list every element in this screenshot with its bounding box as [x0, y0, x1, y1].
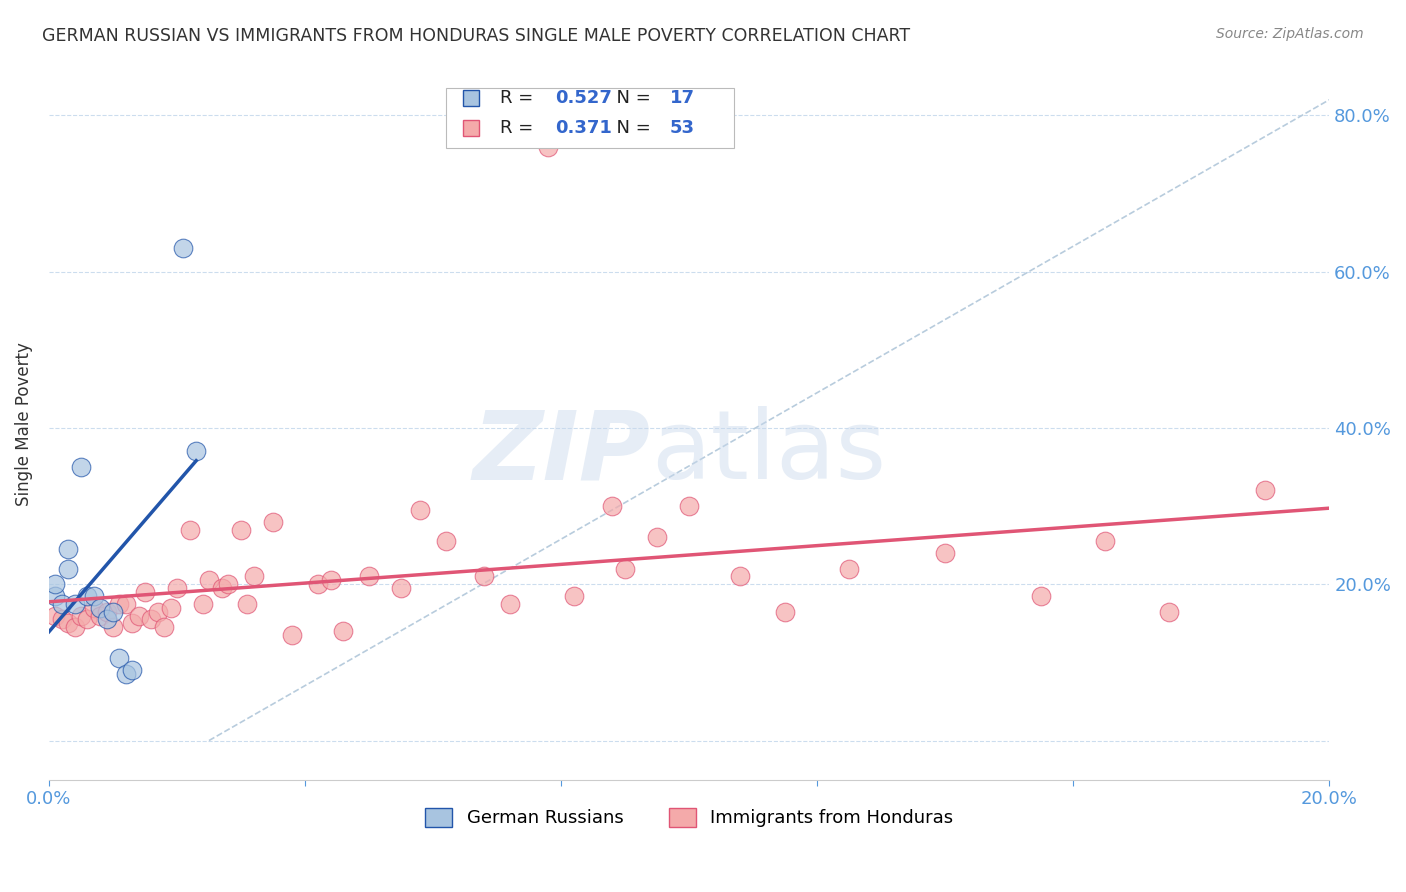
- Point: [934, 546, 956, 560]
- Point: [101, 620, 124, 634]
- Point: [108, 651, 131, 665]
- FancyBboxPatch shape: [446, 87, 734, 148]
- Point: [357, 569, 380, 583]
- Text: N =: N =: [605, 89, 657, 107]
- Point: [217, 577, 239, 591]
- Point: [236, 597, 259, 611]
- Point: [191, 597, 214, 611]
- Text: N =: N =: [605, 120, 657, 137]
- Point: [128, 608, 150, 623]
- Point: [89, 600, 111, 615]
- Point: [499, 597, 522, 611]
- Point: [614, 561, 637, 575]
- Point: [121, 616, 143, 631]
- Point: [44, 608, 66, 623]
- Point: [159, 600, 181, 615]
- Point: [434, 534, 457, 549]
- Point: [281, 628, 304, 642]
- Point: [153, 620, 176, 634]
- Text: atlas: atlas: [651, 406, 886, 499]
- Point: [108, 597, 131, 611]
- Point: [44, 589, 66, 603]
- Text: R =: R =: [499, 120, 538, 137]
- Point: [114, 597, 136, 611]
- Point: [472, 569, 495, 583]
- Point: [307, 577, 329, 591]
- Point: [1031, 589, 1053, 603]
- Point: [63, 620, 86, 634]
- Point: [198, 574, 221, 588]
- Point: [89, 608, 111, 623]
- Point: [51, 597, 73, 611]
- Text: 0.527: 0.527: [555, 89, 612, 107]
- Point: [56, 616, 79, 631]
- Point: [76, 589, 98, 603]
- Point: [389, 581, 412, 595]
- Point: [186, 444, 208, 458]
- Point: [645, 530, 668, 544]
- Point: [537, 139, 560, 153]
- Point: [121, 663, 143, 677]
- Point: [56, 561, 79, 575]
- Point: [76, 612, 98, 626]
- Point: [678, 499, 700, 513]
- Text: Source: ZipAtlas.com: Source: ZipAtlas.com: [1216, 27, 1364, 41]
- Point: [56, 542, 79, 557]
- Point: [229, 523, 252, 537]
- Point: [114, 667, 136, 681]
- Point: [600, 499, 623, 513]
- Point: [44, 577, 66, 591]
- Point: [51, 612, 73, 626]
- Point: [70, 460, 93, 475]
- Y-axis label: Single Male Poverty: Single Male Poverty: [15, 343, 32, 506]
- Point: [409, 503, 432, 517]
- Point: [146, 605, 169, 619]
- Point: [1254, 483, 1277, 498]
- Point: [101, 605, 124, 619]
- Point: [83, 589, 105, 603]
- Point: [1159, 605, 1181, 619]
- Point: [96, 605, 118, 619]
- Point: [70, 608, 93, 623]
- Point: [83, 600, 105, 615]
- Text: 17: 17: [669, 89, 695, 107]
- Point: [96, 612, 118, 626]
- Point: [262, 515, 284, 529]
- Point: [211, 581, 233, 595]
- Point: [166, 581, 188, 595]
- Text: GERMAN RUSSIAN VS IMMIGRANTS FROM HONDURAS SINGLE MALE POVERTY CORRELATION CHART: GERMAN RUSSIAN VS IMMIGRANTS FROM HONDUR…: [42, 27, 910, 45]
- Point: [838, 561, 860, 575]
- Legend: German Russians, Immigrants from Honduras: German Russians, Immigrants from Hondura…: [418, 801, 960, 835]
- Point: [141, 612, 163, 626]
- Point: [63, 597, 86, 611]
- Point: [730, 569, 752, 583]
- Point: [773, 605, 796, 619]
- Point: [243, 569, 266, 583]
- Point: [134, 585, 156, 599]
- Point: [179, 523, 201, 537]
- Point: [172, 241, 194, 255]
- Text: 53: 53: [669, 120, 695, 137]
- Text: R =: R =: [499, 89, 538, 107]
- Point: [319, 574, 342, 588]
- Text: 0.371: 0.371: [555, 120, 612, 137]
- Text: ZIP: ZIP: [472, 406, 651, 499]
- Point: [332, 624, 354, 639]
- Point: [1094, 534, 1116, 549]
- Point: [562, 589, 585, 603]
